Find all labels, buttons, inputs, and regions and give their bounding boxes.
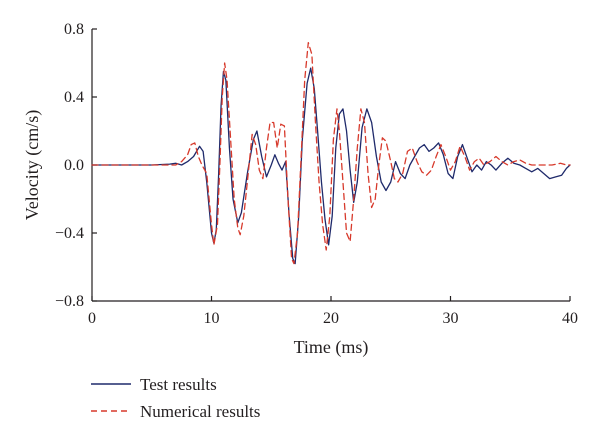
y-tick-label: −0.4	[55, 225, 84, 242]
x-axis-title: Time (ms)	[294, 337, 369, 358]
x-tick-label: 30	[443, 310, 459, 327]
series-line-test-results	[91, 67, 571, 265]
chart-series	[91, 41, 571, 265]
x-tick-label: 20	[323, 310, 339, 327]
y-axis-title: Velocity (cm/s)	[22, 110, 43, 220]
y-tick-label: 0.4	[64, 89, 84, 106]
y-tick-label: 0.8	[64, 21, 84, 38]
y-axis-ticks: −0.8 −0.4 0.0 0.4 0.8	[55, 21, 97, 310]
y-tick-label: −0.8	[55, 293, 84, 310]
y-tick-label: 0.0	[64, 157, 84, 174]
x-axis-ticks: 0 10 20 30 40	[88, 296, 578, 327]
series-line-numerical-results	[91, 41, 571, 265]
x-tick-label: 0	[88, 310, 96, 327]
legend: Test results Numerical results	[91, 375, 260, 421]
legend-label-test-results: Test results	[140, 375, 217, 394]
x-tick-label: 40	[562, 310, 578, 327]
legend-label-numerical-results: Numerical results	[140, 402, 260, 421]
x-tick-label: 10	[204, 310, 220, 327]
